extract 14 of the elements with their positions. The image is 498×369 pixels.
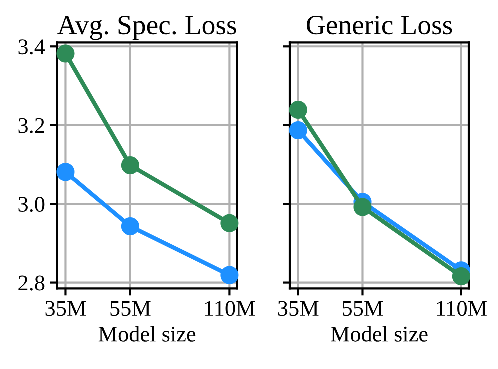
x-tick-label: 35M [278, 301, 319, 316]
x-axis-title: Model size [98, 326, 196, 342]
y-tick-label: 3.4 [18, 40, 46, 55]
x-tick-label: 35M [46, 301, 86, 316]
chart-title: Avg. Spec. Loss [58, 16, 236, 40]
chart-title: Generic Loss [306, 16, 452, 35]
y-tick-label: 3.2 [18, 118, 44, 134]
x-tick-label: 110M [206, 301, 256, 316]
y-tick-label: 3.0 [18, 197, 45, 212]
y-tick-label: 2.8 [18, 276, 45, 291]
x-axis-title: Model size [331, 326, 428, 342]
x-tick-label: 55M [110, 301, 151, 316]
x-tick-label: 110M [437, 301, 487, 316]
x-tick-label: 55M [343, 301, 384, 316]
